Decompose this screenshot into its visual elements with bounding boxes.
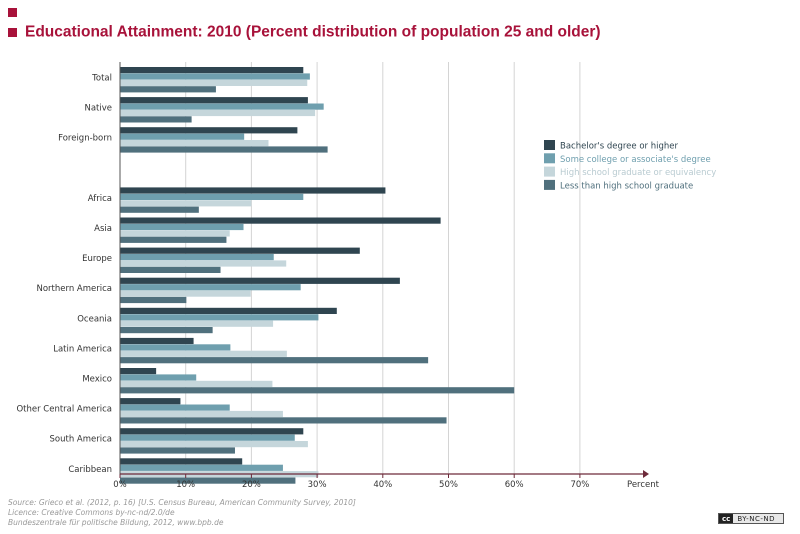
bar-native-some-college-or-associate-s-degree bbox=[120, 103, 324, 110]
bar-foreign-born-bachelor-s-degree-or-higher bbox=[120, 127, 298, 134]
category-label-other-central-america: Other Central America bbox=[16, 405, 112, 415]
category-label-asia: Asia bbox=[94, 224, 112, 234]
bar-other-central-america-some-college-or-associate-s-degree bbox=[120, 404, 230, 411]
bar-caribbean-bachelor-s-degree-or-higher bbox=[120, 458, 243, 465]
bar-mexico-less-than-high-school-graduate bbox=[120, 387, 515, 394]
bar-other-central-america-less-than-high-school-graduate bbox=[120, 417, 447, 424]
x-tick-label-0: 0% bbox=[113, 480, 127, 490]
bar-south-america-less-than-high-school-graduate bbox=[120, 447, 235, 454]
bar-foreign-born-high-school-graduate-or-equivalency bbox=[120, 140, 269, 147]
category-label-mexico: Mexico bbox=[82, 375, 112, 385]
bar-asia-bachelor-s-degree-or-higher bbox=[120, 217, 441, 224]
cc-logo: cc bbox=[719, 514, 734, 523]
bar-foreign-born-less-than-high-school-graduate bbox=[120, 146, 328, 153]
x-axis-arrow bbox=[643, 470, 649, 478]
category-label-northern-america: Northern America bbox=[37, 284, 113, 294]
bar-total-less-than-high-school-graduate bbox=[120, 86, 216, 93]
license-text: BY-NC-ND bbox=[737, 514, 775, 523]
bar-total-some-college-or-associate-s-degree bbox=[120, 73, 310, 80]
bar-africa-high-school-graduate-or-equivalency bbox=[120, 200, 252, 207]
bar-europe-bachelor-s-degree-or-higher bbox=[120, 247, 360, 254]
bar-latin-america-some-college-or-associate-s-degree bbox=[120, 344, 231, 351]
bar-latin-america-high-school-graduate-or-equivalency bbox=[120, 350, 287, 357]
bar-africa-some-college-or-associate-s-degree bbox=[120, 193, 304, 200]
category-label-europe: Europe bbox=[82, 254, 112, 264]
bar-south-america-some-college-or-associate-s-degree bbox=[120, 434, 295, 441]
chart-title: Educational Attainment: 2010 (Percent di… bbox=[25, 23, 601, 41]
bar-native-bachelor-s-degree-or-higher bbox=[120, 97, 308, 104]
category-label-native: Native bbox=[84, 104, 112, 114]
bar-europe-high-school-graduate-or-equivalency bbox=[120, 260, 287, 267]
legend-label-bachelor-s-degree-or-higher: Bachelor's degree or higher bbox=[560, 142, 679, 152]
bar-other-central-america-bachelor-s-degree-or-higher bbox=[120, 398, 181, 405]
bar-caribbean-less-than-high-school-graduate bbox=[120, 477, 296, 484]
bar-europe-some-college-or-associate-s-degree bbox=[120, 254, 274, 261]
x-tick-label-40: 40% bbox=[373, 480, 392, 490]
legend-swatch-some-college-or-associate-s-degree bbox=[544, 153, 555, 164]
bar-northern-america-less-than-high-school-graduate bbox=[120, 296, 187, 304]
source-line: Source: Grieco et al. (2012, p. 16) [U.S… bbox=[8, 498, 356, 507]
category-label-latin-america: Latin America bbox=[53, 344, 112, 354]
source-notes: Source: Grieco et al. (2012, p. 16) [U.S… bbox=[8, 498, 356, 528]
bar-south-america-high-school-graduate-or-equivalency bbox=[120, 441, 308, 448]
bar-latin-america-less-than-high-school-graduate bbox=[120, 357, 429, 364]
bar-total-high-school-graduate-or-equivalency bbox=[120, 79, 308, 86]
bar-northern-america-high-school-graduate-or-equivalency bbox=[120, 290, 251, 297]
legend-label-high-school-graduate-or-equivalency: High school graduate or equivalency bbox=[560, 168, 716, 178]
bar-foreign-born-some-college-or-associate-s-degree bbox=[120, 133, 245, 140]
bar-oceania-high-school-graduate-or-equivalency bbox=[120, 320, 274, 327]
title-marker bbox=[8, 28, 17, 37]
bar-mexico-high-school-graduate-or-equivalency bbox=[120, 380, 273, 387]
legend-swatch-bachelor-s-degree-or-higher bbox=[544, 140, 555, 150]
bar-native-high-school-graduate-or-equivalency bbox=[120, 109, 316, 117]
legend-swatch-high-school-graduate-or-equivalency bbox=[544, 166, 555, 177]
x-tick-label-70: 70% bbox=[570, 480, 589, 490]
bar-northern-america-bachelor-s-degree-or-higher bbox=[120, 277, 400, 284]
bar-asia-high-school-graduate-or-equivalency bbox=[120, 230, 230, 237]
x-tick-label-10: 10% bbox=[176, 480, 195, 490]
x-tick-label-20: 20% bbox=[242, 480, 261, 490]
bar-latin-america-bachelor-s-degree-or-higher bbox=[120, 337, 194, 345]
title-row: Educational Attainment: 2010 (Percent di… bbox=[8, 22, 601, 42]
category-label-africa: Africa bbox=[88, 194, 112, 204]
legend-swatch-less-than-high-school-graduate bbox=[544, 179, 555, 190]
category-label-total: Total bbox=[91, 74, 112, 84]
category-label-caribbean: Caribbean bbox=[68, 465, 112, 475]
bar-other-central-america-high-school-graduate-or-equivalency bbox=[120, 410, 283, 418]
licence-line: Licence: Creative Commons by-nc-nd/2.0/d… bbox=[8, 508, 175, 517]
license-badge[interactable]: cc BY-NC-ND bbox=[718, 513, 784, 524]
bar-oceania-some-college-or-associate-s-degree bbox=[120, 314, 319, 321]
bar-europe-less-than-high-school-graduate bbox=[120, 266, 221, 273]
title-marker-top bbox=[8, 8, 17, 17]
category-label-south-america: South America bbox=[50, 435, 112, 445]
x-axis-label: Percent bbox=[627, 480, 660, 490]
bar-africa-bachelor-s-degree-or-higher bbox=[120, 187, 386, 194]
x-tick-label-30: 30% bbox=[308, 480, 327, 490]
category-label-oceania: Oceania bbox=[77, 314, 112, 324]
x-tick-label-60: 60% bbox=[505, 480, 524, 490]
x-tick-label-50: 50% bbox=[439, 480, 458, 490]
publisher-line: Bundeszentrale für politische Bildung, 2… bbox=[8, 518, 224, 527]
bar-oceania-bachelor-s-degree-or-higher bbox=[120, 307, 337, 314]
bar-northern-america-some-college-or-associate-s-degree bbox=[120, 284, 301, 291]
bar-africa-less-than-high-school-graduate bbox=[120, 206, 199, 213]
bar-mexico-some-college-or-associate-s-degree bbox=[120, 374, 197, 381]
bar-caribbean-some-college-or-associate-s-degree bbox=[120, 464, 283, 471]
bar-oceania-less-than-high-school-graduate bbox=[120, 327, 213, 334]
bar-asia-some-college-or-associate-s-degree bbox=[120, 223, 244, 231]
bar-total-bachelor-s-degree-or-higher bbox=[120, 67, 304, 74]
bar-native-less-than-high-school-graduate bbox=[120, 116, 192, 123]
bar-south-america-bachelor-s-degree-or-higher bbox=[120, 428, 304, 435]
bar-mexico-bachelor-s-degree-or-higher bbox=[120, 368, 157, 375]
legend-label-less-than-high-school-graduate: Less than high school graduate bbox=[560, 181, 693, 191]
bar-asia-less-than-high-school-graduate bbox=[120, 236, 227, 243]
legend-label-some-college-or-associate-s-degree: Some college or associate's degree bbox=[560, 155, 711, 165]
category-label-foreign-born: Foreign-born bbox=[58, 134, 112, 144]
